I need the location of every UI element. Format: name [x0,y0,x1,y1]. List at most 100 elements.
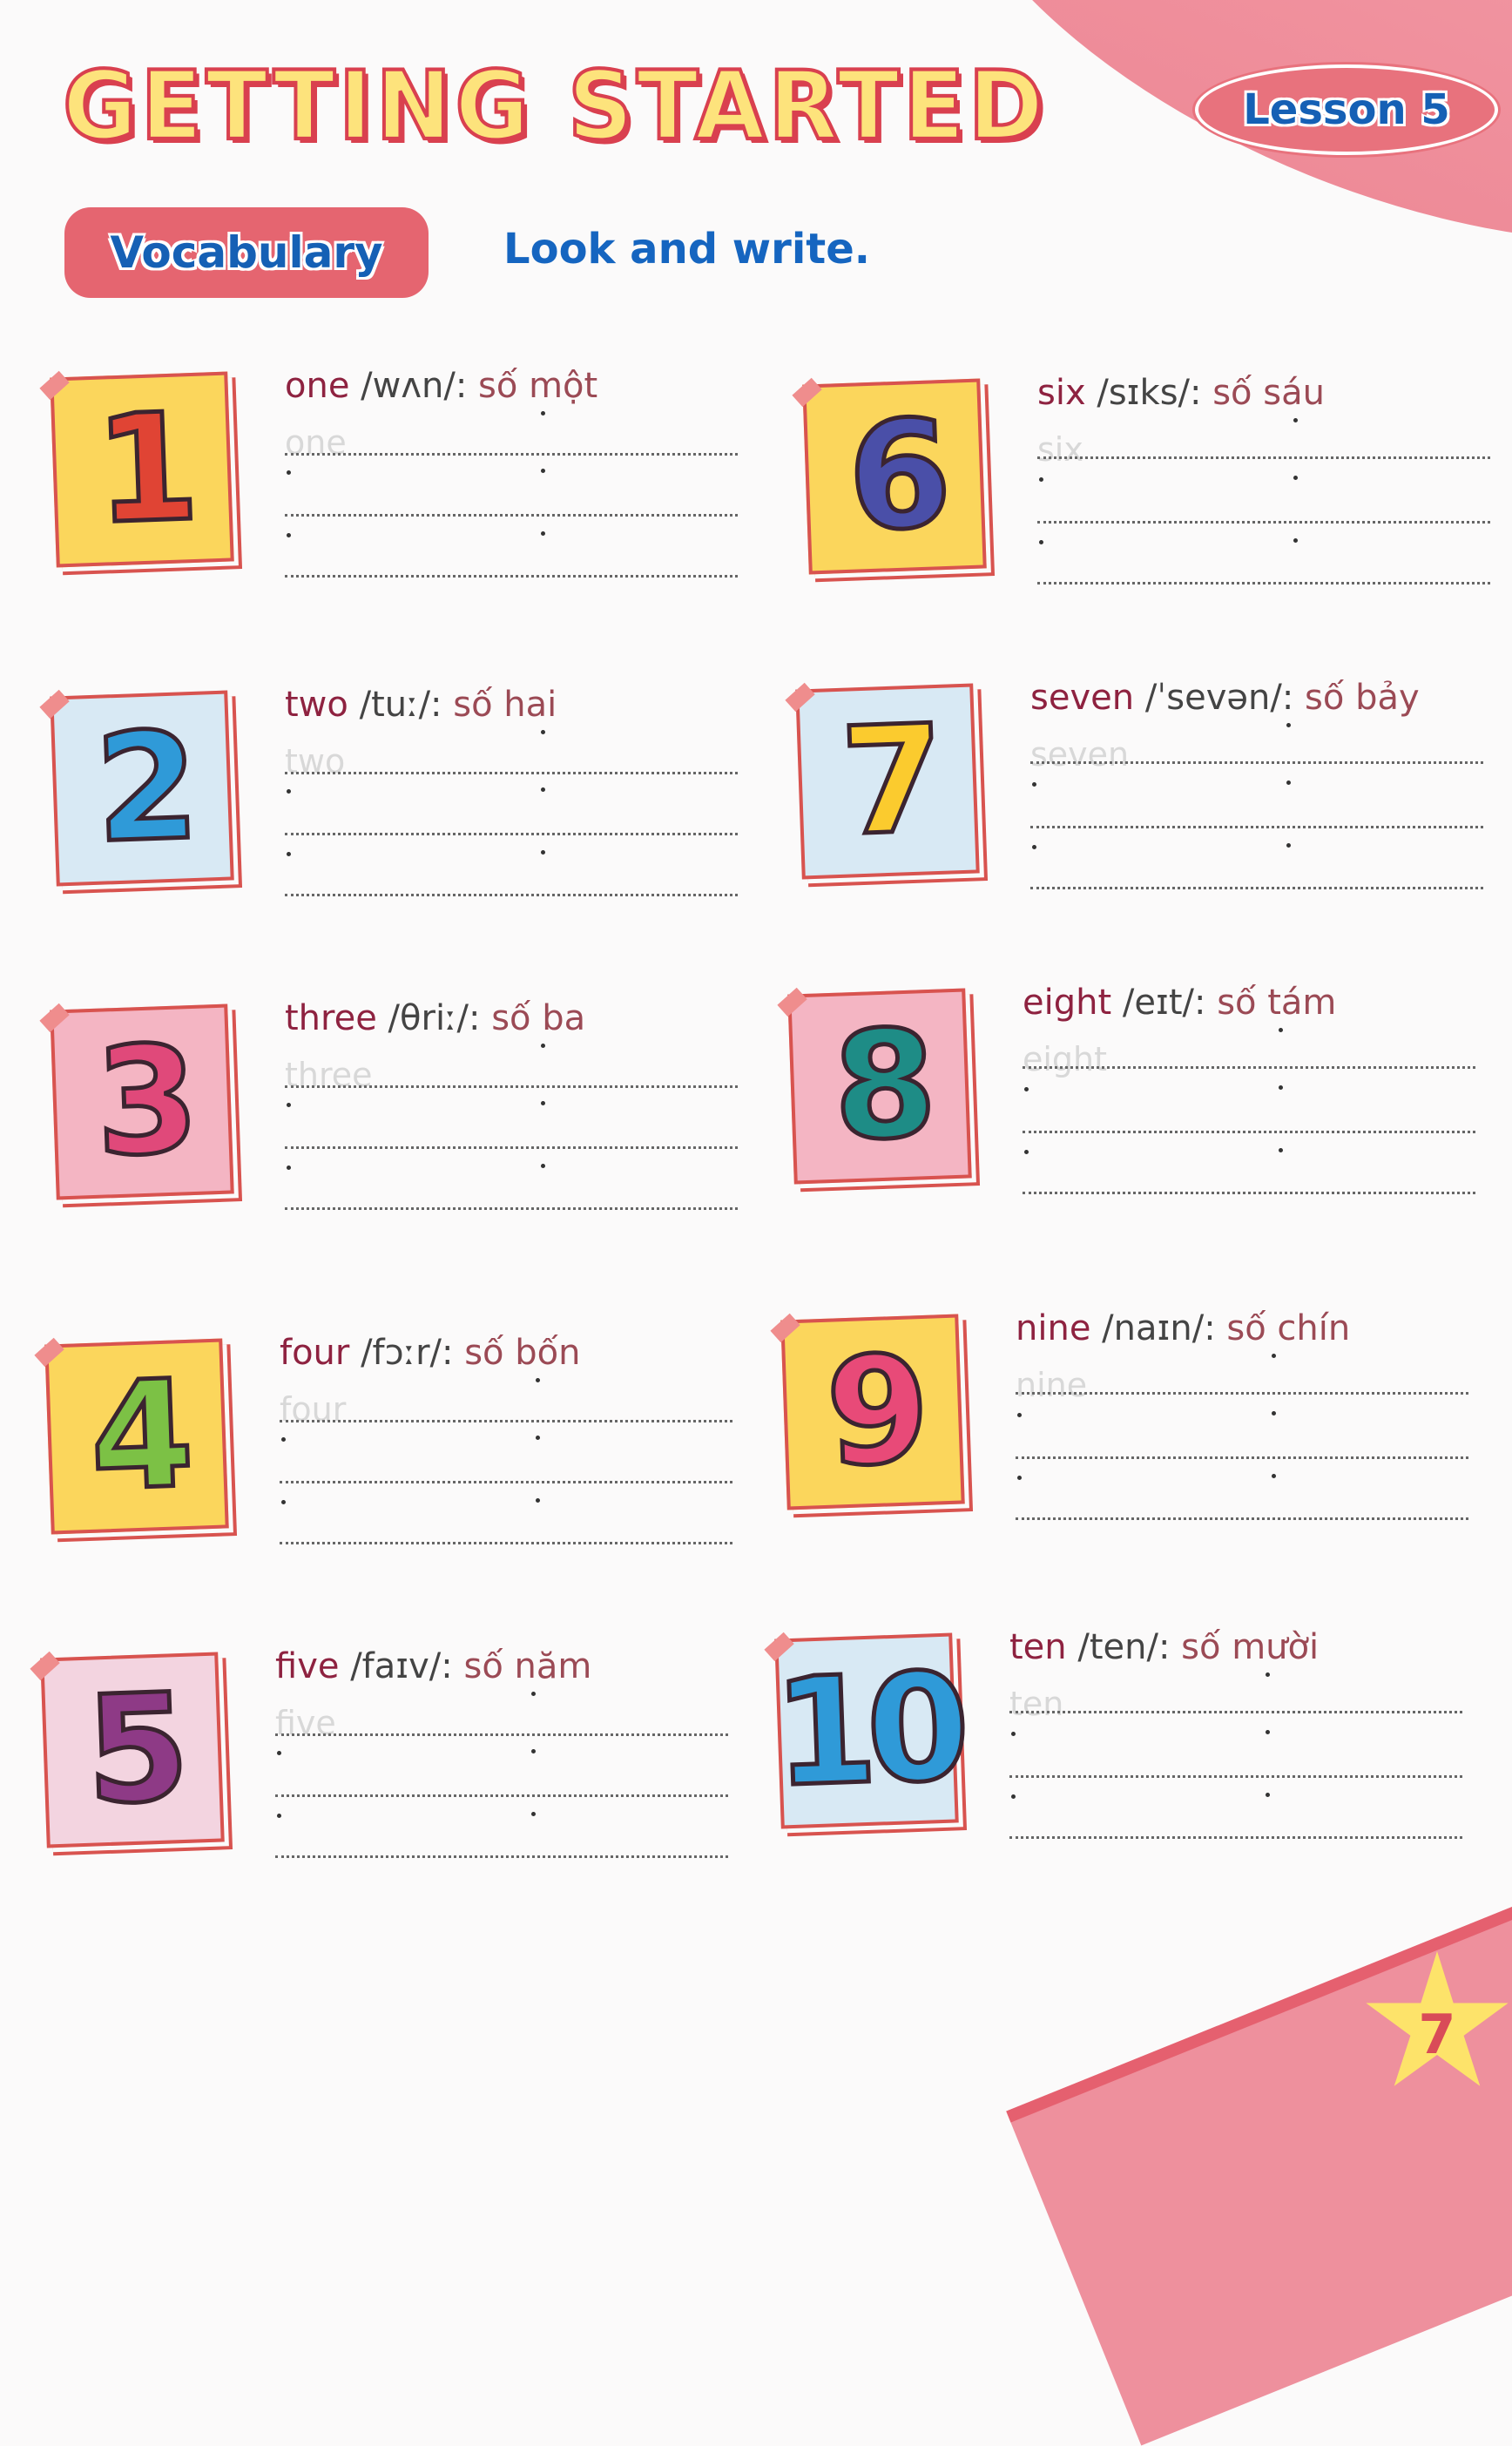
vocab-item-four: 4 four /fɔːr/: số bốn four [34,1333,762,1559]
guide-dot [1024,1087,1029,1091]
vocab-word: two [285,685,348,725]
guide-dot [531,1812,536,1816]
tape-icon [39,370,70,401]
vocab-word: eight [1023,983,1112,1023]
guide-dot [541,1164,545,1168]
guide-dot [536,1436,540,1440]
writing-line[interactable] [285,894,738,896]
writing-line[interactable] [275,1855,728,1858]
writing-line[interactable] [1023,1131,1475,1133]
page-title: GETTING STARTED [61,48,1047,163]
writing-line[interactable] [1009,1836,1462,1839]
vocab-meaning: số tám [1217,983,1337,1023]
writing-line[interactable] [285,575,738,578]
number-card: 10 [764,1632,964,1829]
writing-line[interactable] [285,1085,738,1088]
guide-dot [1032,782,1036,787]
vocab-phonetic: /wʌn/: [361,366,468,406]
vocab-meaning: số chín [1226,1308,1351,1348]
writing-line[interactable] [285,772,738,774]
guide-dot [287,470,291,475]
writing-line[interactable] [1016,1456,1468,1459]
guide-dot [1279,1085,1283,1090]
guide-dot [1272,1474,1276,1478]
writing-line[interactable] [275,1794,728,1797]
writing-line[interactable] [1037,521,1490,524]
vocab-word: one [285,366,350,406]
vocab-label: seven /ˈsevən/: số bảy [1030,678,1420,718]
tape-icon [785,682,815,713]
number-numeral: 2 [91,699,193,879]
guide-dot [541,850,545,855]
vocab-item-five: 5 five /faɪv/: số năm five [30,1646,758,1873]
vocab-word: five [275,1646,340,1686]
guide-dot [1279,1028,1283,1032]
guide-dot [281,1500,286,1504]
writing-line[interactable] [1037,582,1490,584]
guide-dot [541,469,545,473]
writing-line[interactable] [280,1542,732,1544]
guide-dot [1286,843,1291,848]
tape-icon [39,689,70,720]
writing-line[interactable] [1030,826,1483,828]
vocab-label: nine /naɪn/: số chín [1016,1308,1350,1348]
vocab-word: nine [1016,1308,1091,1348]
writing-line[interactable] [1016,1517,1468,1520]
tape-icon [792,377,822,408]
writing-line[interactable] [285,514,738,517]
vocab-item-six: 6 six /sɪks/: số sáu six [792,373,1512,599]
guide-dot [1286,723,1291,727]
guide-dot [541,411,545,416]
writing-line[interactable] [1030,887,1483,889]
writing-line[interactable] [280,1481,732,1483]
guide-dot [277,1751,281,1755]
writing-line[interactable] [1037,456,1490,459]
vocab-phonetic: /sɪks/: [1097,373,1202,413]
guide-dot [1032,845,1036,849]
vocab-label: four /fɔːr/: số bốn [280,1333,580,1373]
guide-dot [1279,1148,1283,1152]
number-numeral: 6 [843,387,946,567]
vocab-meaning: số sáu [1212,373,1325,413]
vocab-meaning: số năm [463,1646,592,1686]
guide-dot [1272,1411,1276,1416]
writing-line[interactable] [275,1733,728,1736]
vocab-meaning: số ba [491,998,586,1038]
number-numeral: 4 [85,1347,188,1527]
writing-line[interactable] [285,1207,738,1210]
trace-word: two [285,742,346,780]
number-numeral: 8 [828,997,931,1177]
tape-icon [777,987,807,1017]
number-numeral: 9 [821,1322,924,1503]
vocab-word: seven [1030,678,1135,718]
guide-dot [1266,1730,1270,1734]
vocab-word: three [285,998,377,1038]
guide-dot [1039,477,1043,482]
number-card: 7 [785,682,980,880]
vocab-item-eight: 8 eight /eɪt/: số tám eight [777,983,1505,1209]
writing-line[interactable] [285,1146,738,1149]
vocab-label: three /θriː/: số ba [285,998,585,1038]
vocab-phonetic: /fɔːr/: [361,1333,454,1373]
writing-line[interactable] [1016,1392,1468,1395]
number-numeral: 10 [769,1639,964,1822]
number-numeral: 1 [91,380,193,560]
tape-icon [39,1003,70,1033]
trace-word: three [285,1056,373,1094]
writing-line[interactable] [285,453,738,456]
writing-line[interactable] [1023,1192,1475,1194]
guide-dot [287,852,291,856]
vocab-meaning: số một [478,366,598,406]
writing-line[interactable] [280,1420,732,1422]
writing-line[interactable] [1023,1066,1475,1069]
vocab-phonetic: /tuː/: [359,685,442,725]
writing-line[interactable] [1009,1775,1462,1778]
vocab-phonetic: /ten/: [1077,1627,1171,1667]
writing-line[interactable] [1030,761,1483,764]
vocab-word: four [280,1333,350,1373]
number-numeral: 7 [836,692,939,872]
writing-line[interactable] [1009,1711,1462,1713]
writing-line[interactable] [285,833,738,835]
guide-dot [541,531,545,536]
guide-dot [281,1437,286,1442]
